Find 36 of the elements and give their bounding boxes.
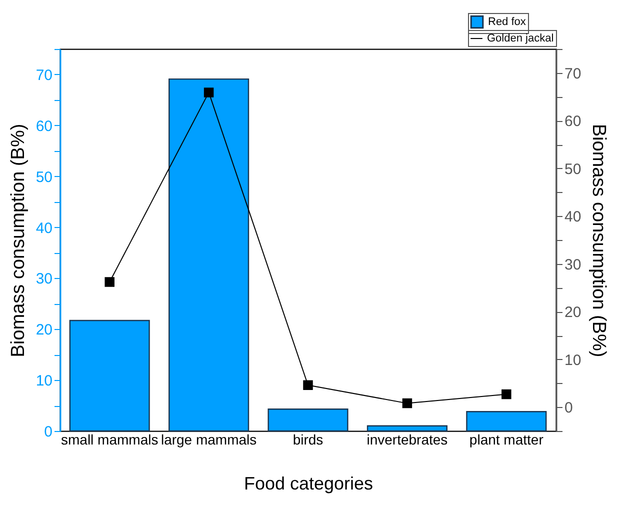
y2-tick-label: 0: [564, 400, 573, 417]
y2-tick-label: 70: [564, 65, 582, 82]
y2-axis-title: Biomass consumption (B%): [588, 124, 610, 358]
legend-label: Golden jackal: [487, 32, 554, 44]
y-tick-label: 30: [36, 270, 52, 288]
x-axis-title: Food categories: [244, 474, 374, 494]
legend-label: Red fox: [488, 16, 526, 28]
x-tick-label: birds: [292, 432, 324, 448]
bar: [69, 320, 150, 432]
x-tick-label: invertebrates: [366, 432, 448, 448]
x-tick-label: plant matter: [469, 432, 544, 448]
y2-tick-label: 40: [564, 208, 582, 226]
point: [104, 277, 114, 287]
y-tick-label: 60: [36, 118, 52, 135]
x-tick-label: large mammals: [160, 432, 257, 448]
y-tick-label: 20: [36, 322, 52, 339]
y2-tick-label: 60: [564, 113, 582, 130]
y-axis-title: Biomass consumption (B%): [8, 124, 29, 358]
y2-tick-label: 10: [564, 352, 582, 369]
y-tick-label: 70: [36, 66, 52, 84]
y2-tick-label: 30: [564, 256, 582, 274]
bar: [366, 425, 448, 432]
point: [402, 398, 412, 408]
y-tick-label: 40: [36, 220, 52, 237]
y-tick-label: 0: [44, 424, 52, 440]
bar: [466, 411, 547, 432]
point: [204, 88, 214, 98]
x-tick-label: small mammals: [60, 432, 158, 448]
bar: [168, 78, 250, 432]
y2-tick-label: 20: [564, 304, 582, 322]
point: [303, 380, 313, 390]
point: [502, 389, 512, 400]
y-tick-label: 50: [36, 168, 52, 186]
y2-tick-label: 50: [564, 160, 582, 178]
y-tick-label: 10: [36, 372, 52, 390]
bar: [268, 408, 348, 432]
